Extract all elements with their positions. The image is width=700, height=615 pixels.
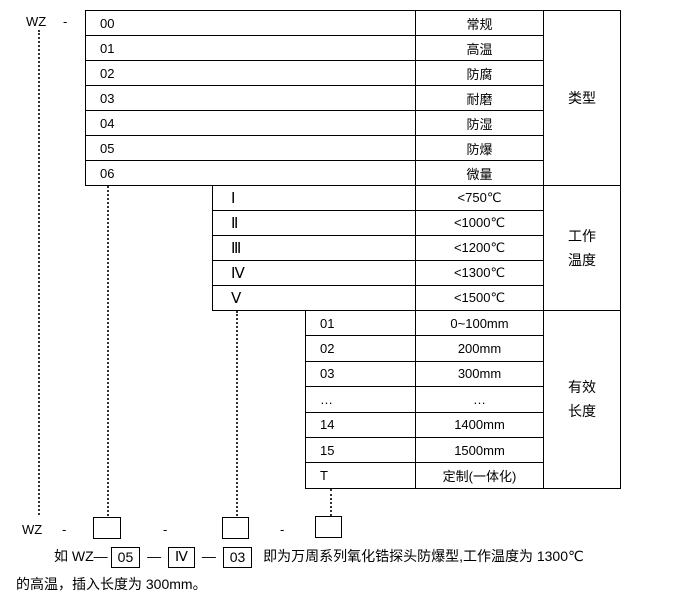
code-cell: 15 [305, 437, 416, 464]
value-cell: <1000℃ [415, 210, 544, 236]
value-cell: 防爆 [415, 135, 544, 161]
dotted-connector [236, 311, 238, 516]
length-category: 有效 长度 [543, 310, 621, 489]
value-cell: 耐磨 [415, 85, 544, 111]
value-cell: 微量 [415, 160, 544, 186]
temperature-code-box [222, 517, 249, 539]
value-cell: … [415, 386, 544, 413]
temperature-category: 工作 温度 [543, 185, 621, 311]
dash: - [62, 522, 67, 537]
value-cell: <1300℃ [415, 260, 544, 286]
example-temp-box: Ⅳ [168, 546, 195, 568]
sep: — [147, 548, 162, 564]
wz-label: WZ [22, 522, 43, 537]
code-cell: Ⅴ [212, 285, 416, 311]
code-cell: Ⅰ [212, 185, 416, 211]
dash: - [63, 14, 68, 29]
dotted-connector [330, 489, 332, 516]
type-category: 类型 [543, 10, 621, 186]
value-cell: 1400mm [415, 411, 544, 438]
dotted-connector [38, 30, 40, 515]
length-code-box [315, 516, 342, 538]
example-lead: 如 WZ— [54, 548, 108, 564]
code-cell: 01 [305, 310, 416, 337]
value-cell: 高温 [415, 35, 544, 61]
category-line: 长度 [568, 403, 596, 420]
category-line: 温度 [568, 252, 596, 268]
code-cell: 00 [85, 10, 416, 36]
code-cell: 03 [305, 360, 416, 388]
value-cell: <1200℃ [415, 235, 544, 261]
value-cell: 0~100mm [415, 310, 544, 337]
code-cell: Ⅲ [212, 235, 416, 261]
dash: - [163, 522, 168, 537]
code-cell: 06 [85, 160, 416, 186]
code-cell: Ⅳ [212, 260, 416, 286]
value-cell: 常规 [415, 10, 544, 36]
category-line: 有效 [568, 379, 596, 396]
value-cell: <1500℃ [415, 285, 544, 311]
type-code-box [93, 517, 121, 539]
code-cell: 03 [85, 85, 416, 111]
value-cell: 1500mm [415, 437, 544, 464]
category-line: 工作 [568, 228, 596, 244]
example-length-box: 03 [222, 546, 253, 568]
example-type-box: 05 [110, 546, 141, 568]
sep: — [201, 548, 216, 564]
code-cell: 01 [85, 35, 416, 61]
example-text: 即为万周系列氧化锆探头防爆型,工作温度为 1300℃ [263, 548, 584, 564]
example-line-2: 的高温，插入长度为 300mm。 [16, 576, 207, 592]
code-cell: 14 [305, 411, 416, 438]
code-cell: 02 [305, 335, 416, 362]
code-cell: 04 [85, 110, 416, 136]
code-cell: … [305, 386, 416, 413]
value-cell: <750℃ [415, 185, 544, 211]
code-cell: 02 [85, 60, 416, 86]
code-cell: Ⅱ [212, 210, 416, 236]
value-cell: 防湿 [415, 110, 544, 136]
code-cell: T [305, 462, 416, 489]
code-cell: 05 [85, 135, 416, 161]
value-cell: 防腐 [415, 60, 544, 86]
value-cell: 300mm [415, 360, 544, 388]
value-cell: 200mm [415, 335, 544, 362]
wz-label: WZ [26, 14, 47, 29]
example-line: 如 WZ— 05 — Ⅳ — 03 即为万周系列氧化锆探头防爆型,工作温度为 13… [54, 546, 584, 568]
value-cell: 定制(一体化) [415, 462, 544, 489]
dash: - [280, 522, 285, 537]
dotted-connector [107, 186, 109, 516]
